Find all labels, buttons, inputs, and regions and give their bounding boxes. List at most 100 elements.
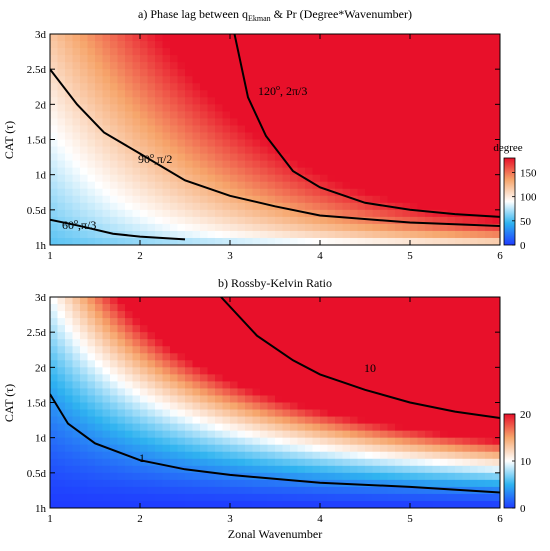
heatmap-cell bbox=[275, 160, 284, 169]
heatmap-cell bbox=[342, 325, 351, 333]
heatmap-cell bbox=[192, 444, 201, 453]
heatmap-cell bbox=[312, 416, 321, 425]
heatmap-cell bbox=[110, 360, 119, 368]
heatmap-cell bbox=[80, 62, 89, 70]
heatmap-cell bbox=[140, 430, 149, 439]
heatmap-cell bbox=[132, 430, 141, 439]
heatmap-cell bbox=[267, 41, 276, 49]
heatmap-cell bbox=[350, 216, 359, 225]
heatmap-cell bbox=[215, 360, 224, 368]
heatmap-cell bbox=[470, 139, 479, 148]
heatmap-cell bbox=[282, 465, 291, 474]
heatmap-cell bbox=[417, 374, 426, 382]
heatmap-cell bbox=[470, 41, 479, 49]
heatmap-cell bbox=[290, 195, 299, 204]
heatmap-cell bbox=[222, 325, 231, 333]
heatmap-cell bbox=[95, 367, 104, 375]
heatmap-cell bbox=[222, 167, 231, 176]
heatmap-cell bbox=[245, 297, 254, 305]
heatmap-cell bbox=[477, 174, 486, 183]
heatmap-cell bbox=[215, 195, 224, 204]
heatmap-cell bbox=[357, 104, 366, 112]
heatmap-cell bbox=[140, 97, 149, 105]
heatmap-cell bbox=[290, 381, 299, 390]
heatmap-cell bbox=[365, 381, 374, 390]
heatmap-cell bbox=[140, 374, 149, 382]
heatmap-cell bbox=[447, 381, 456, 390]
heatmap-cell bbox=[417, 125, 426, 134]
heatmap-cell bbox=[440, 83, 449, 91]
heatmap-cell bbox=[462, 416, 471, 425]
heatmap-cell bbox=[185, 493, 194, 502]
heatmap-cell bbox=[387, 230, 396, 239]
heatmap-cell bbox=[290, 486, 299, 495]
heatmap-cell bbox=[132, 402, 141, 411]
x-tick-label: 1 bbox=[47, 250, 53, 262]
heatmap-cell bbox=[87, 395, 96, 404]
heatmap-cell bbox=[95, 493, 104, 502]
heatmap-cell bbox=[372, 353, 381, 361]
heatmap-cell bbox=[440, 111, 449, 119]
heatmap-cell bbox=[342, 153, 351, 162]
heatmap-cell bbox=[470, 104, 479, 112]
heatmap-cell bbox=[432, 174, 441, 183]
heatmap-cell bbox=[357, 367, 366, 375]
heatmap-cell bbox=[87, 153, 96, 162]
heatmap-cell bbox=[372, 479, 381, 488]
heatmap-cell bbox=[357, 409, 366, 418]
heatmap-cell bbox=[117, 409, 126, 418]
heatmap-cell bbox=[432, 153, 441, 162]
heatmap-cell bbox=[57, 216, 66, 225]
heatmap-cell bbox=[177, 486, 186, 495]
heatmap-cell bbox=[455, 479, 464, 488]
heatmap-cell bbox=[125, 41, 134, 49]
heatmap-cell bbox=[117, 423, 126, 432]
heatmap-cell bbox=[170, 381, 179, 390]
heatmap-cell bbox=[372, 374, 381, 382]
heatmap-cell bbox=[282, 402, 291, 411]
heatmap-cell bbox=[102, 437, 111, 446]
heatmap-cell bbox=[305, 332, 314, 340]
heatmap-cell bbox=[365, 118, 374, 127]
heatmap-cell bbox=[50, 167, 59, 176]
heatmap-cell bbox=[162, 216, 171, 225]
heatmap-cell bbox=[192, 395, 201, 404]
heatmap-cell bbox=[117, 381, 126, 390]
heatmap-cell bbox=[155, 90, 164, 98]
heatmap-cell bbox=[335, 416, 344, 425]
heatmap-cell bbox=[455, 41, 464, 49]
heatmap-cell bbox=[485, 237, 494, 245]
heatmap-cell bbox=[410, 216, 419, 225]
heatmap-cell bbox=[290, 97, 299, 105]
heatmap-cell bbox=[147, 332, 156, 340]
heatmap-cell bbox=[252, 62, 261, 70]
heatmap-cell bbox=[215, 104, 224, 112]
heatmap-cell bbox=[230, 437, 239, 446]
heatmap-cell bbox=[132, 311, 141, 319]
heatmap-cell bbox=[170, 318, 179, 326]
heatmap-cell bbox=[147, 360, 156, 368]
heatmap-cell bbox=[447, 76, 456, 84]
heatmap-cell bbox=[162, 430, 171, 439]
heatmap-cell bbox=[485, 125, 494, 134]
heatmap-cell bbox=[282, 304, 291, 312]
heatmap-cell bbox=[455, 458, 464, 467]
heatmap-cell bbox=[477, 181, 486, 190]
heatmap-cell bbox=[410, 395, 419, 404]
heatmap-cell bbox=[455, 160, 464, 169]
heatmap-cell bbox=[155, 202, 164, 211]
heatmap-cell bbox=[320, 90, 329, 98]
heatmap-cell bbox=[492, 311, 500, 319]
heatmap-cell bbox=[410, 381, 419, 390]
heatmap-cell bbox=[267, 34, 276, 42]
heatmap-cell bbox=[387, 48, 396, 56]
heatmap-cell bbox=[402, 388, 411, 397]
y-tick-label: 2d bbox=[35, 99, 47, 111]
heatmap-cell bbox=[207, 153, 216, 162]
heatmap-cell bbox=[57, 41, 66, 49]
heatmap-cell bbox=[162, 41, 171, 49]
heatmap-cell bbox=[252, 146, 261, 155]
heatmap-cell bbox=[267, 388, 276, 397]
heatmap-cell bbox=[312, 311, 321, 319]
heatmap-cell bbox=[65, 423, 74, 432]
